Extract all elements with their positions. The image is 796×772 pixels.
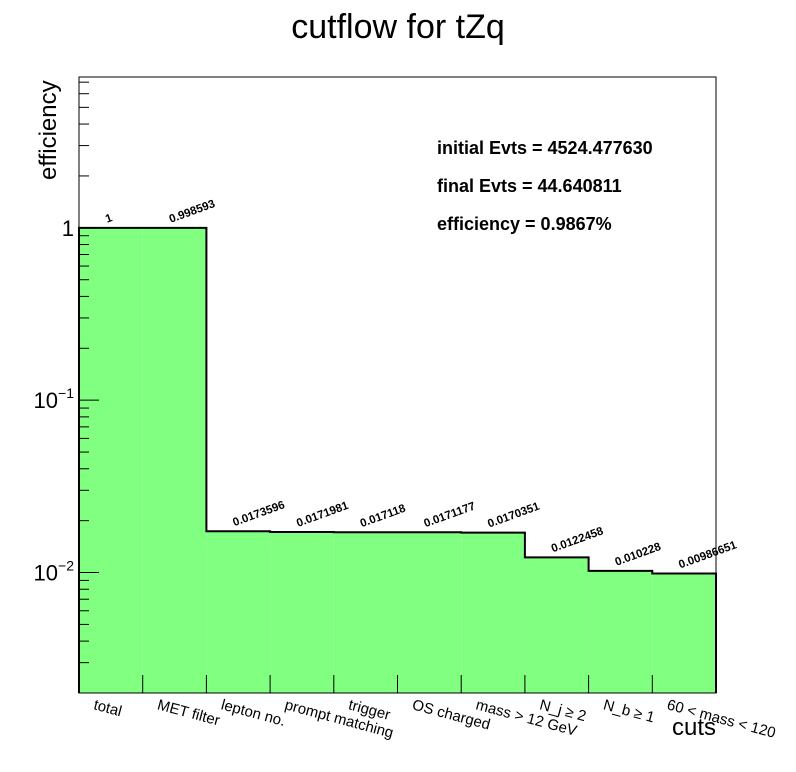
bar-3 <box>270 531 334 693</box>
data-label-1: 0.998593 <box>168 198 217 226</box>
stat-line-1: final Evts = 44.640811 <box>437 176 622 196</box>
data-label-0: 1 <box>104 212 115 226</box>
data-label-9: 0.00986651 <box>677 539 739 571</box>
data-label-5: 0.0171177 <box>422 500 477 530</box>
bar-7 <box>524 557 589 693</box>
x-axis-title: cuts <box>672 714 716 741</box>
x-category-label-1: MET filter <box>156 696 222 729</box>
stats-box: initial Evts = 4524.477630 final Evts = 4… <box>437 138 653 234</box>
stat-line-2: efficiency = 0.9867% <box>437 214 612 234</box>
bar-2 <box>206 531 271 693</box>
y-tick-exponent: −1 <box>58 385 74 401</box>
y-tick-label-1: 10−1 <box>34 385 75 413</box>
y-tick-exponent: −2 <box>58 558 74 574</box>
y-tick-label-2: 1 <box>62 216 74 241</box>
bar-5 <box>397 532 462 693</box>
data-label-8: 0.010228 <box>614 541 664 569</box>
data-label-2: 0.0173596 <box>231 499 286 529</box>
y-tick-label-0: 10−2 <box>34 558 75 586</box>
bar-8 <box>588 570 653 693</box>
data-label-3: 0.0171981 <box>295 500 351 530</box>
bar-outline <box>78 226 717 693</box>
bar-9 <box>652 573 716 693</box>
x-category-label-0: total <box>92 696 124 720</box>
y-tick-base: 10 <box>34 388 58 413</box>
y-tick-base: 1 <box>62 216 74 241</box>
bar-0 <box>79 227 143 693</box>
data-label-7: 0.0122458 <box>550 525 606 555</box>
y-axis-title: efficiency <box>35 80 62 180</box>
x-category-label-2: lepton no. <box>219 696 287 729</box>
chart-title: cutflow for tZq <box>291 8 505 46</box>
y-axis: 10−210−11 <box>34 81 99 694</box>
x-category-label-8: N_b ≥ 1 <box>601 696 656 726</box>
bar-4 <box>333 532 398 693</box>
stat-line-0: initial Evts = 4524.477630 <box>437 138 653 158</box>
data-label-6: 0.0170351 <box>486 500 542 530</box>
bar-6 <box>461 532 525 693</box>
histogram-bars <box>78 226 717 694</box>
data-label-4: 0.017118 <box>359 502 408 530</box>
y-tick-base: 10 <box>34 561 58 586</box>
bar-1 <box>142 227 207 694</box>
